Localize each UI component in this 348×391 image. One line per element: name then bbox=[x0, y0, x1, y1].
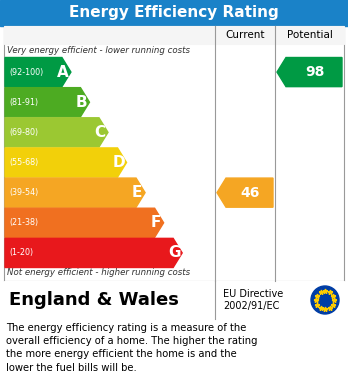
Text: (69-80): (69-80) bbox=[9, 128, 38, 137]
Bar bbox=[4, 26, 344, 44]
Text: G: G bbox=[168, 246, 180, 260]
Polygon shape bbox=[5, 208, 164, 237]
Text: B: B bbox=[76, 95, 87, 110]
Text: Not energy efficient - higher running costs: Not energy efficient - higher running co… bbox=[7, 268, 190, 277]
Text: (1-20): (1-20) bbox=[9, 248, 33, 257]
Text: (92-100): (92-100) bbox=[9, 68, 43, 77]
Text: 46: 46 bbox=[240, 186, 260, 200]
Text: The energy efficiency rating is a measure of the
overall efficiency of a home. T: The energy efficiency rating is a measur… bbox=[6, 323, 258, 373]
Circle shape bbox=[311, 286, 339, 314]
Text: C: C bbox=[94, 125, 105, 140]
Text: England & Wales: England & Wales bbox=[9, 291, 179, 309]
Bar bbox=[4, 281, 344, 319]
Polygon shape bbox=[5, 148, 127, 177]
Polygon shape bbox=[5, 239, 182, 267]
Text: EU Directive
2002/91/EC: EU Directive 2002/91/EC bbox=[223, 289, 283, 311]
Text: (81-91): (81-91) bbox=[9, 98, 38, 107]
Polygon shape bbox=[5, 88, 89, 117]
Bar bbox=[4, 26, 344, 281]
Text: Current: Current bbox=[225, 30, 265, 40]
Polygon shape bbox=[5, 178, 145, 207]
Polygon shape bbox=[5, 57, 71, 87]
Text: E: E bbox=[132, 185, 142, 200]
Polygon shape bbox=[5, 118, 108, 147]
Text: (21-38): (21-38) bbox=[9, 218, 38, 227]
Text: Potential: Potential bbox=[286, 30, 332, 40]
Text: (39-54): (39-54) bbox=[9, 188, 38, 197]
Text: Energy Efficiency Rating: Energy Efficiency Rating bbox=[69, 5, 279, 20]
Bar bbox=[0, 0, 348, 26]
Polygon shape bbox=[277, 57, 342, 87]
Text: A: A bbox=[57, 65, 69, 80]
Text: (55-68): (55-68) bbox=[9, 158, 38, 167]
Text: D: D bbox=[112, 155, 125, 170]
Polygon shape bbox=[217, 178, 273, 207]
Text: F: F bbox=[150, 215, 161, 230]
Text: 98: 98 bbox=[305, 65, 324, 79]
Text: Very energy efficient - lower running costs: Very energy efficient - lower running co… bbox=[7, 46, 190, 55]
